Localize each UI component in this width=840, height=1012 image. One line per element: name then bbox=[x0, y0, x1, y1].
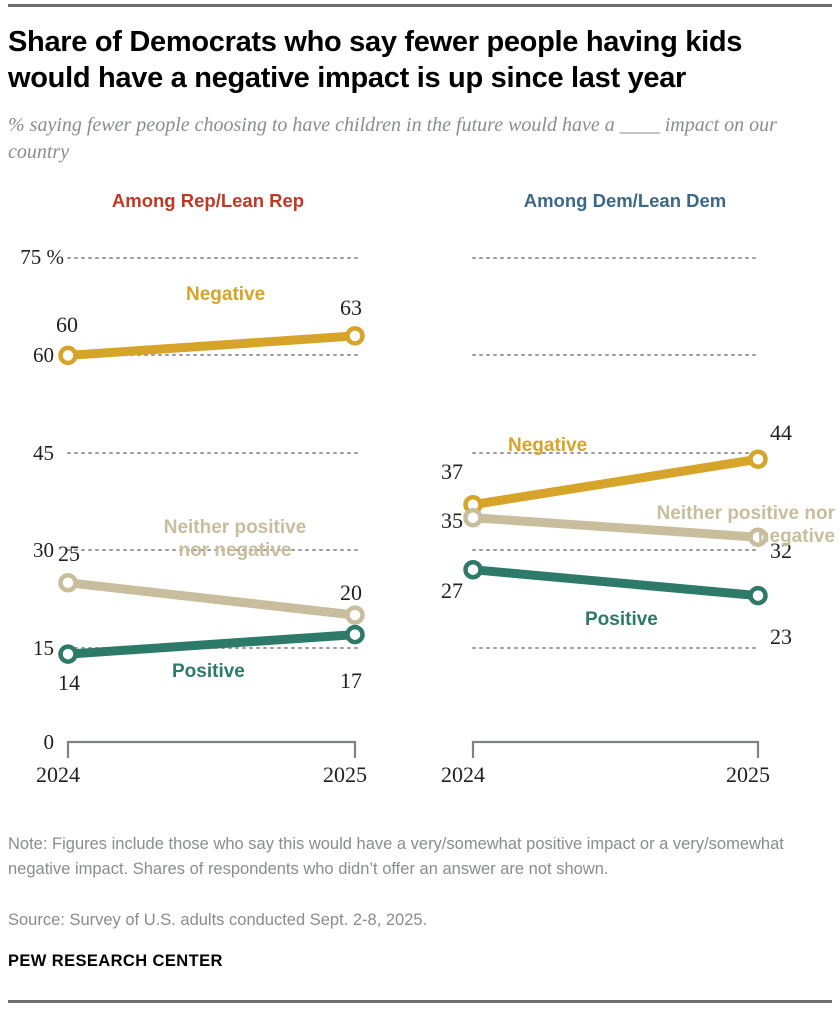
bottom-divider bbox=[8, 1000, 832, 1003]
series-label-dem-neither-line1: Neither positive nor bbox=[656, 503, 835, 524]
x-tick-dem-2025: 2025 bbox=[726, 762, 770, 787]
chart-note: Note: Figures include those who say this… bbox=[8, 835, 784, 878]
series-line-dem-positive bbox=[463, 559, 768, 606]
series-label-rep-neither: Neither positive nor negative bbox=[145, 516, 325, 562]
value-dem-neither-2024: 35 bbox=[441, 508, 463, 533]
y-tick-0: 0 bbox=[43, 730, 55, 754]
x-tick-rep-2025: 2025 bbox=[323, 762, 367, 787]
x-axis-bracket-dem bbox=[471, 740, 760, 758]
series-label-rep-neither-line1: Neither positive bbox=[163, 517, 307, 538]
y-tick-15: 15 bbox=[33, 636, 54, 660]
series-label-rep-negative: Negative bbox=[186, 284, 266, 305]
y-tick-60: 60 bbox=[33, 343, 54, 367]
value-dem-positive-2025: 23 bbox=[770, 624, 792, 649]
value-dem-positive-2024: 27 bbox=[441, 578, 463, 603]
y-tick-30: 30 bbox=[33, 538, 54, 562]
series-label-dem-neither: Neither positive nor negative bbox=[590, 502, 835, 548]
value-rep-positive-2024: 14 bbox=[58, 670, 80, 695]
page-subtitle: % saying fewer people choosing to have c… bbox=[8, 114, 777, 163]
series-line-rep-neither bbox=[58, 572, 365, 625]
brand-label: PEW RESEARCH CENTER bbox=[8, 952, 223, 970]
value-rep-negative-2024: 60 bbox=[56, 312, 78, 337]
series-line-dem-neither bbox=[463, 507, 768, 547]
value-rep-neither-2025: 20 bbox=[340, 580, 362, 605]
series-label-rep-positive: Positive bbox=[172, 661, 245, 682]
y-tick-75: 75 % bbox=[20, 245, 64, 269]
series-line-rep-negative bbox=[58, 326, 365, 366]
series-line-rep-positive bbox=[58, 624, 365, 664]
y-tick-45: 45 bbox=[33, 441, 54, 465]
x-tick-rep-2024: 2024 bbox=[36, 762, 80, 787]
value-dem-negative-2024: 37 bbox=[441, 459, 463, 484]
value-rep-neither-2024: 25 bbox=[58, 541, 80, 566]
series-label-dem-positive: Positive bbox=[585, 609, 658, 630]
value-dem-negative-2025: 44 bbox=[770, 420, 792, 445]
page-title: Share of Democrats who say fewer people … bbox=[8, 26, 743, 94]
value-dem-neither-2025: 32 bbox=[770, 538, 792, 563]
chart-source: Source: Survey of U.S. adults conducted … bbox=[8, 911, 428, 929]
x-tick-dem-2024: 2024 bbox=[441, 762, 485, 787]
value-rep-negative-2025: 63 bbox=[340, 295, 362, 320]
series-label-dem-negative: Negative bbox=[508, 435, 588, 456]
series-line-dem-negative bbox=[463, 449, 768, 515]
panel-heading-dem: Among Dem/Lean Dem bbox=[523, 190, 727, 211]
series-label-dem-neither-line2: negative bbox=[757, 526, 835, 547]
x-axis-bracket-rep bbox=[66, 740, 357, 758]
gridlines-dem bbox=[472, 257, 761, 649]
top-divider bbox=[8, 4, 832, 7]
series-label-rep-neither-line2: nor negative bbox=[178, 540, 292, 561]
value-rep-positive-2025: 17 bbox=[340, 668, 362, 693]
panel-heading-rep: Among Rep/Lean Rep bbox=[111, 190, 305, 211]
